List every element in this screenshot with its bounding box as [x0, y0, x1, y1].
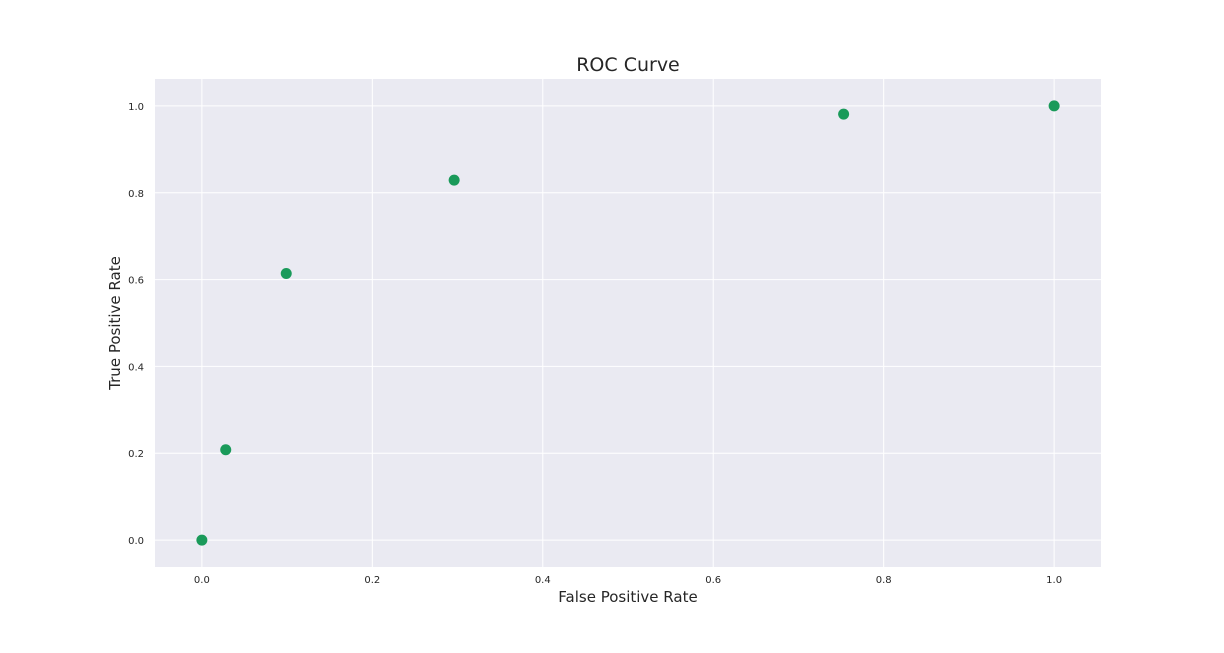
data-point	[448, 174, 460, 186]
chart-title: ROC Curve	[576, 54, 680, 76]
x-axis-label: False Positive Rate	[558, 588, 697, 606]
grid-lines	[155, 79, 1101, 567]
y-tick-label: 0.6	[128, 276, 144, 287]
x-tick-label: 0.6	[705, 575, 721, 586]
y-tick-label: 0.0	[128, 536, 144, 547]
x-tick-label: 0.2	[364, 575, 380, 586]
x-tick-label: 0.4	[535, 575, 551, 586]
x-tick-label: 0.8	[876, 575, 892, 586]
y-tick-labels: 0.0 0.2 0.4 0.6 0.8 1.0	[128, 102, 144, 547]
plot-area	[155, 79, 1101, 567]
data-point	[838, 108, 850, 120]
data-point	[1048, 100, 1060, 112]
y-tick-label: 0.8	[128, 189, 144, 200]
x-tick-label: 0.0	[194, 575, 210, 586]
data-points	[196, 100, 1060, 546]
y-axis-label: True Positive Rate	[106, 256, 124, 391]
y-tick-label: 1.0	[128, 102, 144, 113]
data-point	[280, 268, 292, 280]
data-point	[196, 534, 208, 546]
y-tick-label: 0.2	[128, 449, 144, 460]
y-tick-label: 0.4	[128, 362, 144, 373]
data-point	[220, 444, 232, 456]
x-tick-labels: 0.0 0.2 0.4 0.6 0.8 1.0	[194, 575, 1062, 586]
x-tick-label: 1.0	[1046, 575, 1062, 586]
